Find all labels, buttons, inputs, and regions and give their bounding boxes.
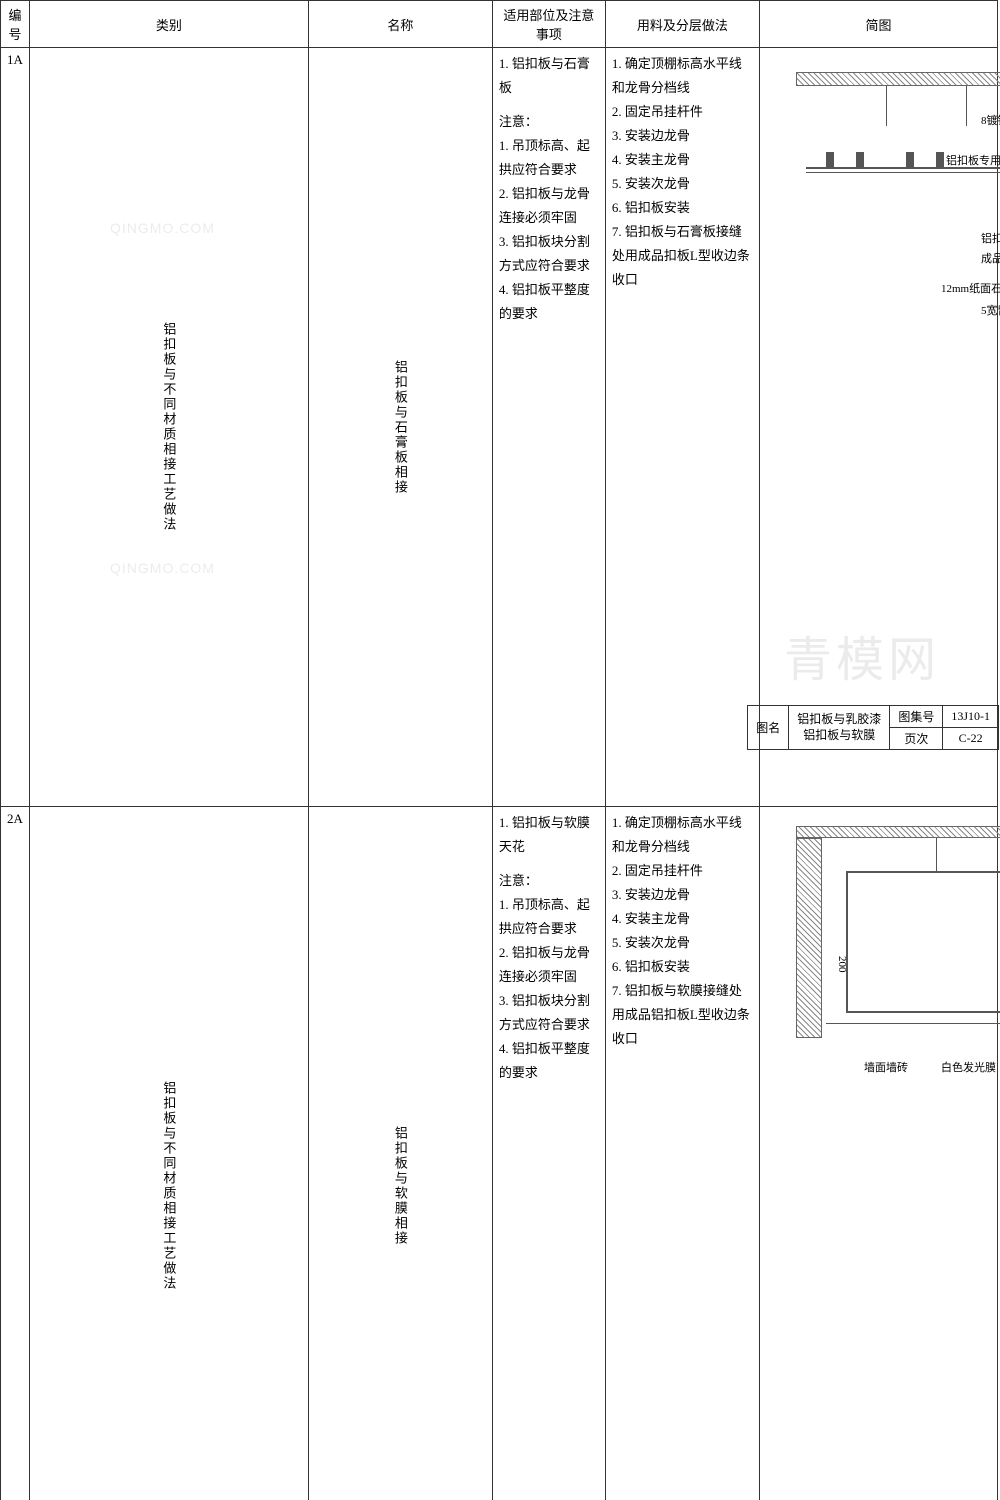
diagram-label: 8镀锌吊筋 [981, 112, 1000, 128]
footer-set-value: 13J10-1 [943, 706, 999, 728]
footer-page-label: 页次 [890, 728, 943, 750]
diagram-label: 墙面墙砖 [864, 1059, 908, 1075]
row-number: 1A [1, 48, 30, 807]
footer-set-label: 图集号 [890, 706, 943, 728]
row-diagram: 暗藏白色T5灯管9.5mm纸面石膏板刷白色乳胶漆200墙面墙砖白色发光膜铝扣板专… [759, 807, 997, 1500]
diagram-label: 白色发光膜 [941, 1059, 996, 1075]
row-scope: 1. 铝扣板与石膏板注意：1. 吊顶标高、起拱应符合要求2. 铝扣板与龙骨连接必… [492, 48, 605, 807]
row-category: 铝扣板与不同材质相接工艺做法 [29, 48, 308, 807]
row-name: 铝扣板与石膏板相接 [308, 48, 492, 807]
header-diagram: 简图 [759, 1, 997, 48]
footer-title-line1: 铝扣板与乳胶漆 [797, 712, 881, 728]
row-materials: 1. 确定顶棚标高水平线和龙骨分档线2. 固定吊挂杆件3. 安装边龙骨4. 安装… [605, 807, 759, 1500]
row-diagram: 8镀锌吊筋铝扣板专用龙骨铝扣板成品铝扣板L型收边条 12mm纸面石膏板刷白色乳胶漆… [759, 48, 997, 807]
diagram-label: 200 [836, 956, 848, 973]
row-materials: 1. 确定顶棚标高水平线和龙骨分档线2. 固定吊挂杆件3. 安装边龙骨4. 安装… [605, 48, 759, 807]
row-scope: 1. 铝扣板与软膜天花注意：1. 吊顶标高、起拱应符合要求2. 铝扣板与龙骨连接… [492, 807, 605, 1500]
table-row: 2A铝扣板与不同材质相接工艺做法铝扣板与软膜相接1. 铝扣板与软膜天花注意：1.… [1, 807, 998, 1500]
diagram-label: 铝扣板 [981, 230, 1000, 246]
footer-block: 图名 铝扣板与乳胶漆 铝扣板与软膜 图集号 13J10-1 页次 C-22 [747, 705, 999, 750]
row-name: 铝扣板与软膜相接 [308, 807, 492, 1500]
row-number: 2A [1, 807, 30, 1500]
header-material: 用料及分层做法 [605, 1, 759, 48]
row-category: 铝扣板与不同材质相接工艺做法 [29, 807, 308, 1500]
footer-page-value: C-22 [943, 728, 999, 750]
diagram-label: 成品铝扣板L型收边条 [981, 250, 1000, 266]
diagram-label: 5宽留缝处理 [981, 302, 1000, 318]
spec-table: 编号 类别 名称 适用部位及注意事项 用料及分层做法 简图 1A铝扣板与不同材质… [0, 0, 998, 1500]
table-row: 1A铝扣板与不同材质相接工艺做法铝扣板与石膏板相接1. 铝扣板与石膏板注意：1.… [1, 48, 998, 807]
header-cat: 类别 [29, 1, 308, 48]
header-row: 编号 类别 名称 适用部位及注意事项 用料及分层做法 简图 [1, 1, 998, 48]
diagram-label: 12mm纸面石膏板刷白色乳胶漆 [941, 280, 1000, 296]
diagram-label: 铝扣板专用龙骨 [946, 152, 1000, 168]
header-name: 名称 [308, 1, 492, 48]
footer-title-label: 图名 [748, 706, 789, 750]
footer-title-line2: 铝扣板与软膜 [797, 728, 881, 744]
header-num: 编号 [1, 1, 30, 48]
header-scope: 适用部位及注意事项 [492, 1, 605, 48]
